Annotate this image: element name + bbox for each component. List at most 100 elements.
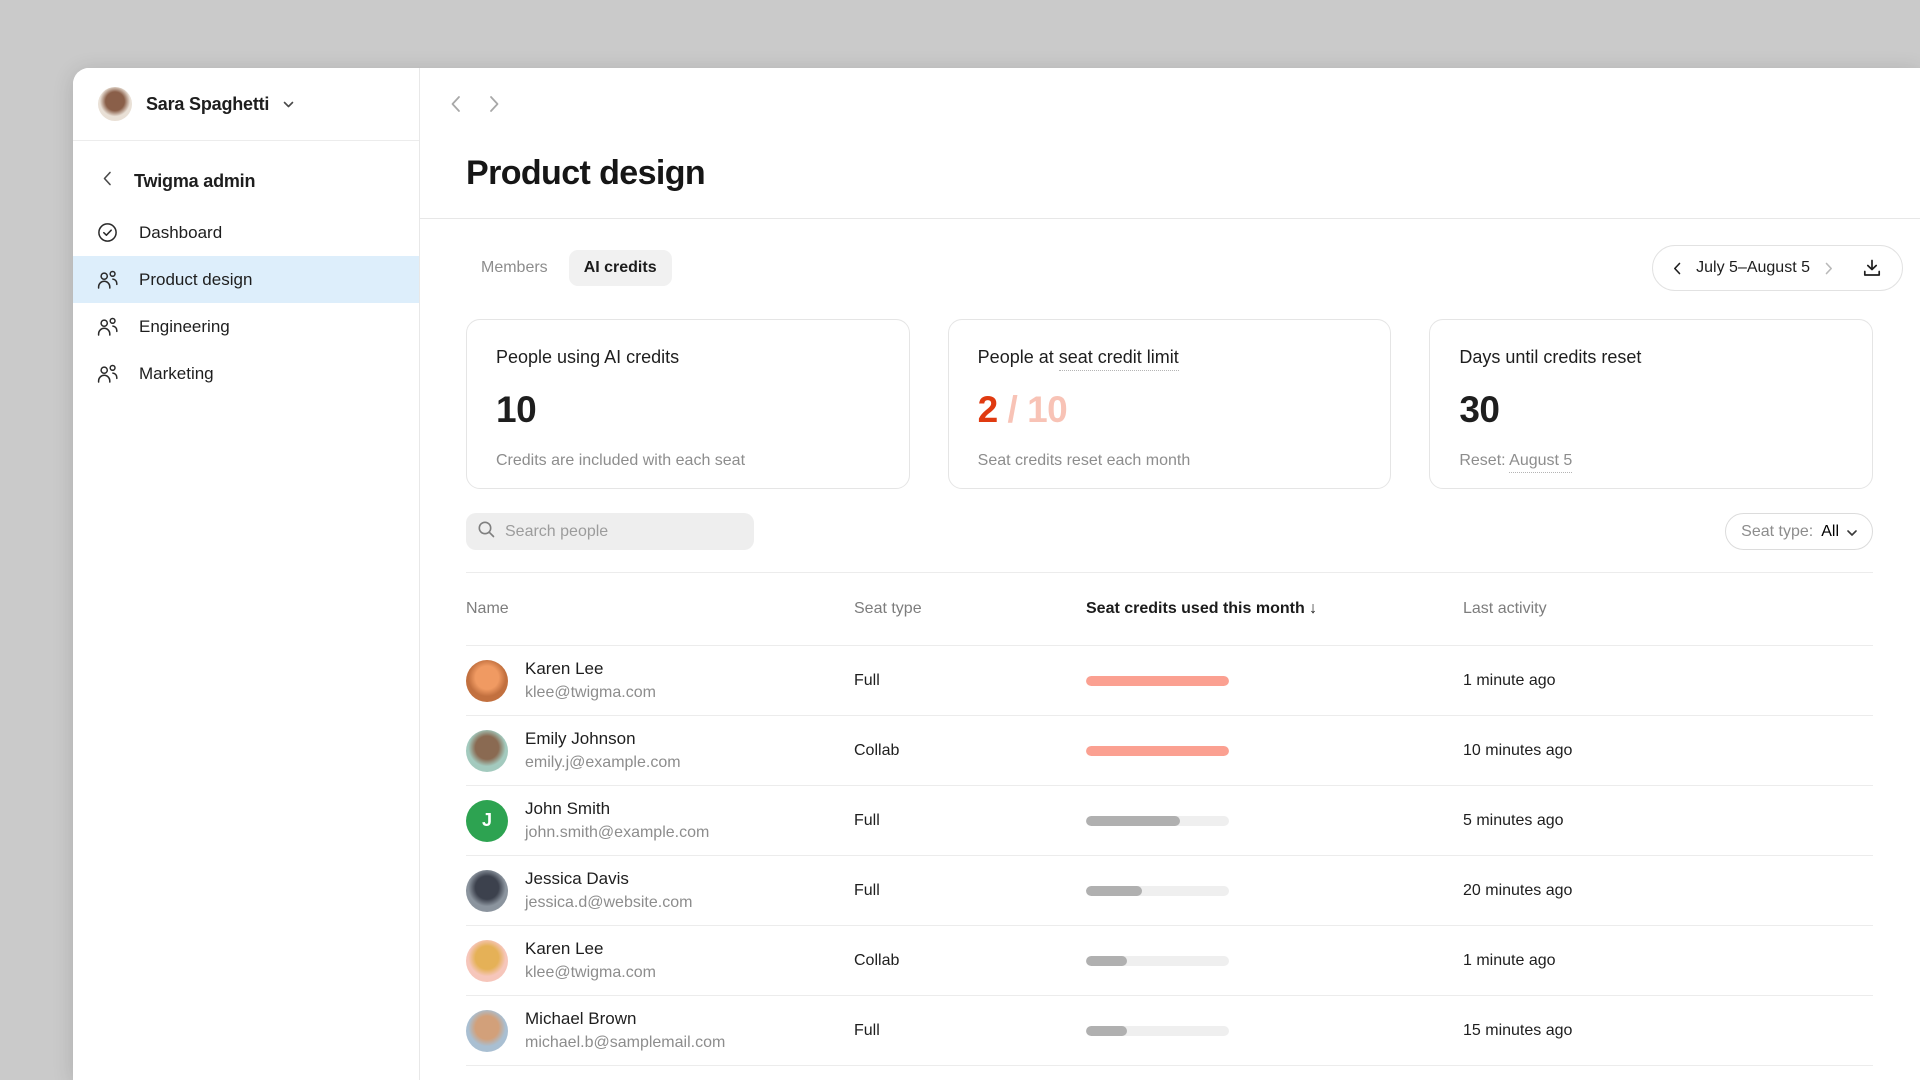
download-icon[interactable] <box>1862 258 1882 278</box>
member-email: klee@twigma.com <box>525 964 656 981</box>
app-window: Sara Spaghetti Twigma admin Dashboard <box>73 68 1920 1080</box>
credits-progress-fill <box>1086 885 1142 896</box>
tab-list: Members AI credits <box>466 250 672 286</box>
credits-progress-track <box>1086 745 1229 756</box>
column-header[interactable]: Last activity <box>1463 600 1547 617</box>
credits-progress-fill <box>1086 745 1229 756</box>
credits-progress-track <box>1086 885 1229 896</box>
name-cell: Michael Brown michael.b@samplemail.com <box>466 1009 854 1052</box>
table-header: Name Seat type Seat credits used this mo… <box>466 573 1873 646</box>
last-activity: 5 minutes ago <box>1463 811 1564 829</box>
credits-progress-fill <box>1086 955 1128 966</box>
user-name: Sara Spaghetti <box>146 93 270 114</box>
credits-cell <box>1086 675 1463 686</box>
sidebar: Sara Spaghetti Twigma admin Dashboard <box>73 68 420 1080</box>
card-people-using-credits: People using AI credits 10 Credits are i… <box>466 319 910 489</box>
table-row[interactable]: Karen Lee klee@twigma.com Full 1 minute … <box>466 646 1873 716</box>
sidebar-item[interactable]: Engineering <box>73 303 419 350</box>
seat-type: Full <box>854 881 880 899</box>
seat-type: Full <box>854 811 880 829</box>
credits-progress-track <box>1086 675 1229 686</box>
last-activity: 20 minutes ago <box>1463 881 1573 899</box>
credits-cell <box>1086 955 1463 966</box>
reset-date-term[interactable]: August 5 <box>1509 452 1573 473</box>
search-input[interactable] <box>505 522 743 541</box>
last-activity: 1 minute ago <box>1463 951 1556 969</box>
last-activity: 15 minutes ago <box>1463 1021 1573 1039</box>
user-avatar <box>98 87 132 121</box>
tab[interactable]: Members <box>481 259 548 276</box>
member-name: Michael Brown <box>525 1009 637 1028</box>
tab[interactable]: AI credits <box>568 250 672 286</box>
back-button[interactable] <box>450 95 461 113</box>
credits-progress-fill <box>1086 675 1229 686</box>
member-email: michael.b@samplemail.com <box>525 1034 726 1051</box>
member-avatar <box>466 729 508 772</box>
member-avatar <box>466 659 508 702</box>
sidebar-item[interactable]: Dashboard <box>73 209 419 256</box>
people-icon <box>97 270 118 290</box>
credits-cell <box>1086 885 1463 896</box>
table-body: Karen Lee klee@twigma.com Full 1 minute … <box>466 646 1873 1066</box>
name-cell: J John Smith john.smith@example.com <box>466 799 854 842</box>
table-row[interactable]: J John Smith john.smith@example.com Full <box>466 786 1873 856</box>
table-row[interactable]: Jessica Davis jessica.d@website.com Full… <box>466 856 1873 926</box>
last-activity: 1 minute ago <box>1463 671 1556 689</box>
sidebar-item-label: Marketing <box>139 363 214 383</box>
people-icon <box>97 364 118 384</box>
content-area: Members AI credits July 5–August 5 <box>420 219 1920 1080</box>
date-next-button[interactable] <box>1825 262 1833 275</box>
member-avatar <box>466 1009 508 1052</box>
card-value: 10 <box>496 389 537 430</box>
member-avatar: J <box>466 799 508 842</box>
workspace-label: Twigma admin <box>134 170 256 191</box>
member-name: Emily Johnson <box>525 729 636 748</box>
name-cell: Emily Johnson emily.j@example.com <box>466 729 854 772</box>
name-cell: Jessica Davis jessica.d@website.com <box>466 869 854 912</box>
table-row[interactable]: Karen Lee klee@twigma.com Collab 1 minut… <box>466 926 1873 996</box>
header-divider <box>420 218 1920 219</box>
table-row[interactable]: Michael Brown michael.b@samplemail.com F… <box>466 996 1873 1066</box>
sidebar-nav: Dashboard Product design Engineering <box>73 209 419 397</box>
sidebar-item-label: Dashboard <box>139 222 223 242</box>
member-name: Jessica Davis <box>525 869 629 888</box>
date-prev-button[interactable] <box>1673 262 1681 275</box>
credits-progress-track <box>1086 955 1229 966</box>
credits-progress-track <box>1086 815 1229 826</box>
filter-row: Seat type: All <box>466 513 1873 550</box>
last-activity: 10 minutes ago <box>1463 741 1573 759</box>
history-nav <box>450 94 1920 114</box>
chevron-down-icon <box>1847 523 1857 541</box>
card-value: 30 <box>1459 389 1500 430</box>
account-menu[interactable]: Sara Spaghetti <box>73 68 419 140</box>
name-cell: Karen Lee klee@twigma.com <box>466 659 854 702</box>
seat-type-filter[interactable]: Seat type: All <box>1725 513 1873 550</box>
column-header[interactable]: Seat type <box>854 600 922 617</box>
sidebar-item-label: Engineering <box>139 316 230 336</box>
sidebar-item[interactable]: Marketing <box>73 350 419 397</box>
card-subtitle: Credits are included with each seat <box>496 452 746 469</box>
card-title: People using AI credits <box>496 347 680 367</box>
column-header[interactable]: Name <box>466 600 509 617</box>
member-email: jessica.d@website.com <box>525 894 693 911</box>
date-range-control: July 5–August 5 <box>1652 245 1903 291</box>
seat-type: Collab <box>854 741 900 759</box>
table-row[interactable]: Emily Johnson emily.j@example.com Collab… <box>466 716 1873 786</box>
seat-type: Full <box>854 671 880 689</box>
at-limit-count: 2 <box>977 389 999 430</box>
column-header[interactable]: Seat credits used this month ↓ <box>1086 600 1318 617</box>
seat-credit-limit-term[interactable]: seat credit limit <box>1058 347 1179 371</box>
sidebar-item[interactable]: Product design <box>73 256 419 303</box>
people-icon <box>97 317 118 337</box>
page-title: Product design <box>466 154 706 192</box>
forward-button[interactable] <box>489 95 500 113</box>
workspace-back[interactable]: Twigma admin <box>73 157 419 205</box>
stat-cards: People using AI credits 10 Credits are i… <box>466 319 1874 489</box>
member-email: john.smith@example.com <box>525 824 710 841</box>
table-row-partial[interactable]: Oliver Th <box>466 1066 1873 1080</box>
date-range-label: July 5–August 5 <box>1696 259 1810 276</box>
members-table: Name Seat type Seat credits used this mo… <box>466 572 1873 1080</box>
card-people-at-limit: People at seat credit limit 2 / 10 Seat … <box>947 319 1392 489</box>
member-avatar <box>466 869 508 912</box>
credits-progress-fill <box>1086 815 1181 826</box>
